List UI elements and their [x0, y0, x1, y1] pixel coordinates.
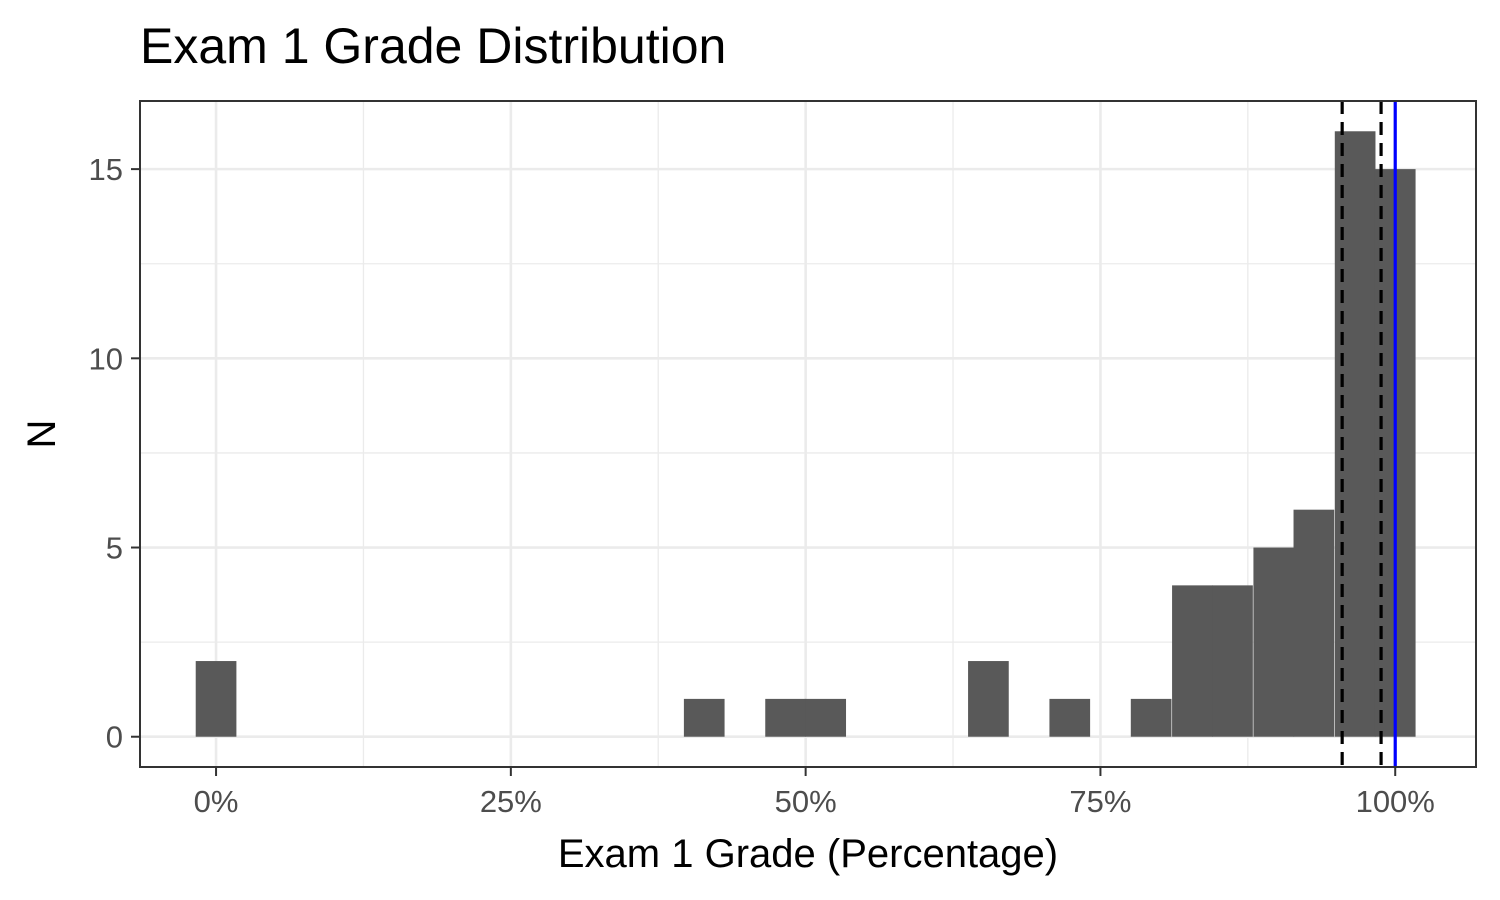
- histogram-bar: [1172, 585, 1213, 737]
- y-tick-label: 0: [106, 720, 123, 755]
- x-tick-label: 100%: [1356, 784, 1435, 819]
- histogram-bar: [1130, 698, 1172, 737]
- x-tick-label: 50%: [775, 784, 837, 819]
- x-axis-ticks: 0% 25% 50% 75% 100%: [194, 767, 1435, 819]
- x-tick-label: 25%: [480, 784, 542, 819]
- y-tick-label: 5: [106, 531, 123, 566]
- histogram-bar: [1253, 547, 1295, 737]
- x-axis-title: Exam 1 Grade (Percentage): [558, 832, 1058, 876]
- y-tick-label: 15: [89, 152, 123, 187]
- x-tick-label: 0%: [194, 784, 239, 819]
- y-axis-title: N: [20, 420, 64, 449]
- histogram-bar: [968, 661, 1009, 737]
- y-tick-label: 10: [89, 341, 123, 376]
- histogram-bars: [195, 131, 1416, 737]
- histogram-bar: [1293, 509, 1335, 737]
- histogram-bar: [1049, 698, 1091, 737]
- histogram-bar: [683, 698, 725, 737]
- histogram-bar: [765, 698, 806, 737]
- histogram-bar: [1212, 585, 1253, 737]
- panel-border: [139, 100, 1477, 768]
- histogram-bar: [805, 698, 847, 737]
- histogram-bar: [195, 661, 237, 737]
- y-axis-ticks: 0 5 10 15: [89, 152, 140, 755]
- histogram-bar: [1334, 131, 1376, 737]
- chart-title: Exam 1 Grade Distribution: [140, 18, 726, 74]
- major-y-gridlines: [140, 167, 1476, 739]
- reference-lines: [1340, 101, 1397, 767]
- x-tick-label: 75%: [1069, 784, 1131, 819]
- minor-y-gridlines: [140, 263, 1476, 643]
